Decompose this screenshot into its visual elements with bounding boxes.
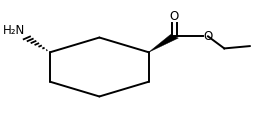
Text: O: O bbox=[204, 30, 213, 43]
Polygon shape bbox=[148, 35, 178, 52]
Text: H₂N: H₂N bbox=[2, 24, 25, 37]
Text: O: O bbox=[170, 10, 179, 23]
